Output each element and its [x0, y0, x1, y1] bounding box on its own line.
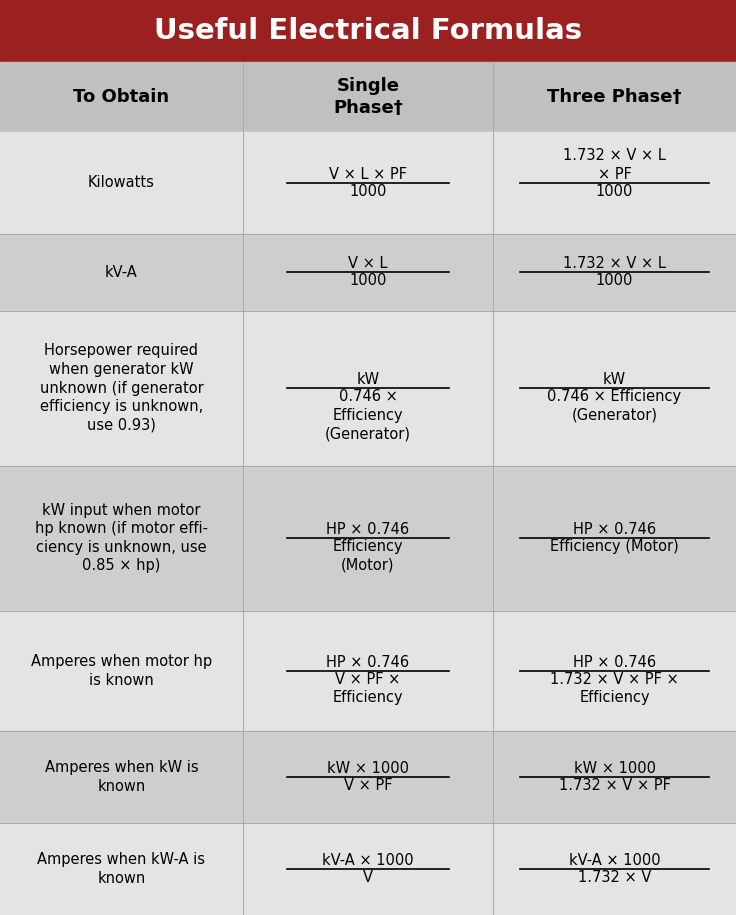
Text: V × PF ×
Efficiency: V × PF × Efficiency [333, 672, 403, 705]
Bar [0, 311, 736, 466]
Text: Amperes when kW-A is
known: Amperes when kW-A is known [38, 852, 205, 886]
Bar [0, 0, 736, 62]
Bar [0, 132, 736, 233]
Text: kV-A × 1000: kV-A × 1000 [569, 853, 660, 868]
Text: 1000: 1000 [596, 273, 633, 288]
Text: V × PF: V × PF [344, 778, 392, 793]
Bar [0, 466, 736, 610]
Text: 1000: 1000 [350, 273, 386, 288]
Text: kW input when motor
hp known (if motor effi-
ciency is unknown, use
0.85 × hp): kW input when motor hp known (if motor e… [35, 502, 208, 574]
Text: Amperes when kW is
known: Amperes when kW is known [45, 760, 198, 794]
Text: Three Phase†: Three Phase† [548, 88, 682, 106]
Bar [0, 731, 736, 824]
Text: 0.746 ×
Efficiency
(Generator): 0.746 × Efficiency (Generator) [325, 389, 411, 441]
Bar [0, 233, 736, 311]
Text: HP × 0.746: HP × 0.746 [327, 655, 409, 670]
Text: Efficiency (Motor): Efficiency (Motor) [551, 539, 679, 554]
Text: HP × 0.746: HP × 0.746 [573, 522, 656, 537]
Bar [0, 610, 736, 731]
Text: kW × 1000: kW × 1000 [327, 761, 409, 777]
Text: HP × 0.746: HP × 0.746 [327, 522, 409, 537]
Text: Single
Phase†: Single Phase† [333, 77, 403, 117]
Text: 1000: 1000 [350, 184, 386, 199]
Text: Amperes when motor hp
is known: Amperes when motor hp is known [31, 654, 212, 688]
Text: kV-A: kV-A [105, 264, 138, 280]
Text: 0.746 × Efficiency
(Generator): 0.746 × Efficiency (Generator) [548, 389, 682, 423]
Text: kV-A × 1000: kV-A × 1000 [322, 853, 414, 868]
Text: 1.732 × V: 1.732 × V [578, 870, 651, 885]
Text: kW: kW [356, 372, 380, 387]
Text: 1000: 1000 [596, 184, 633, 199]
Text: V × L × PF: V × L × PF [329, 167, 407, 182]
Text: V × L: V × L [348, 256, 388, 272]
Text: 1.732 × V × PF: 1.732 × V × PF [559, 778, 670, 793]
Text: Efficiency
(Motor): Efficiency (Motor) [333, 539, 403, 573]
Text: 1.732 × V × PF ×
Efficiency: 1.732 × V × PF × Efficiency [551, 672, 679, 705]
Text: To Obtain: To Obtain [74, 88, 169, 106]
Bar [0, 824, 736, 915]
Text: Kilowatts: Kilowatts [88, 176, 155, 190]
Text: Useful Electrical Formulas: Useful Electrical Formulas [154, 17, 582, 45]
Text: HP × 0.746: HP × 0.746 [573, 655, 656, 670]
Text: kW × 1000: kW × 1000 [573, 761, 656, 777]
Text: 1.732 × V × L
× PF: 1.732 × V × L × PF [563, 148, 666, 182]
Text: Horsepower required
when generator kW
unknown (if generator
efficiency is unknow: Horsepower required when generator kW un… [40, 343, 203, 433]
Text: V: V [363, 870, 373, 885]
Text: kW: kW [603, 372, 626, 387]
Bar [0, 62, 736, 132]
Text: 1.732 × V × L: 1.732 × V × L [563, 256, 666, 272]
